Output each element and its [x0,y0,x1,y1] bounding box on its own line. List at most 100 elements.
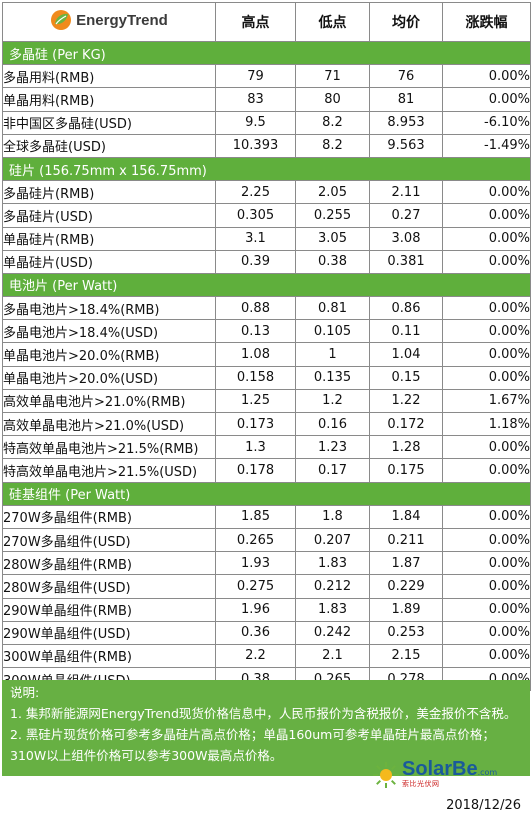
avg-price-cell: 1.87 [369,551,443,576]
change-percent-cell: 0.00% [442,504,531,529]
avg-price-cell: 76 [369,64,443,89]
table-row: 多晶电池片>18.4%(RMB) 0.88 0.81 0.86 0.00% [2,296,531,321]
price-table: EnergyTrend 高点 低点 均价 涨跌幅 多晶硅 (Per KG) 多晶用… [2,2,531,692]
avg-price-cell: 2.15 [369,643,443,669]
product-name-cell: 单晶用料(RMB) [2,87,216,112]
avg-price-cell: 2.11 [369,180,443,205]
low-price-cell: 0.16 [295,411,370,437]
low-price-cell: 1.83 [295,597,370,622]
table-row: 单晶硅片(USD) 0.39 0.38 0.381 0.00% [2,249,531,274]
avg-price-cell: 0.172 [369,411,443,437]
table-row: 多晶用料(RMB) 79 71 76 0.00% [2,64,531,89]
change-percent-cell: 0.00% [442,435,531,460]
high-price-cell: 3.1 [215,226,296,251]
avg-price-cell: 0.86 [369,296,443,321]
product-name-cell: 多晶硅片(RMB) [2,180,216,205]
avg-price-cell: 0.27 [369,203,443,228]
product-name-cell: 270W多晶组件(USD) [2,527,216,553]
table-row: 300W单晶组件(RMB) 2.2 2.1 2.15 0.00% [2,643,531,669]
notes-box: 说明: 1. 集邦新能源网EnergyTrend现货价格信息中，人民币报价为含税… [2,680,530,776]
low-price-cell: 2.05 [295,180,370,205]
table-row: 270W多晶组件(USD) 0.265 0.207 0.211 0.00% [2,527,531,553]
high-price-cell: 1.85 [215,504,296,529]
high-price-cell: 1.93 [215,551,296,576]
table-row: 特高效单晶电池片>21.5%(RMB) 1.3 1.23 1.28 0.00% [2,435,531,460]
product-name-cell: 280W多晶组件(USD) [2,574,216,599]
avg-price-cell: 1.22 [369,388,443,414]
avg-price-cell: 0.253 [369,620,443,645]
high-price-cell: 1.08 [215,342,296,367]
product-name-cell: 多晶电池片>18.4%(RMB) [2,296,216,321]
table-row: 多晶硅片(USD) 0.305 0.255 0.27 0.00% [2,203,531,228]
avg-price-cell: 0.381 [369,249,443,274]
solarbe-name: SolarBe [402,758,478,780]
change-percent-cell: 0.00% [442,458,531,483]
avg-price-cell: 0.11 [369,319,443,344]
column-header-change: 涨跌幅 [442,2,531,42]
product-name-cell: 多晶硅片(USD) [2,203,216,228]
change-percent-cell: 0.00% [442,64,531,89]
change-percent-cell: 0.00% [442,342,531,367]
table-row: 单晶用料(RMB) 83 80 81 0.00% [2,87,531,112]
product-name-cell: 单晶电池片>20.0%(USD) [2,365,216,390]
avg-price-cell: 1.04 [369,342,443,367]
section-header-row: 电池片 (Per Watt) [2,272,531,298]
table-body: 多晶硅 (Per KG) 多晶用料(RMB) 79 71 76 0.00% 单晶用料(RMB… [2,40,531,692]
low-price-cell: 0.105 [295,319,370,344]
high-price-cell: 0.36 [215,620,296,645]
avg-price-cell: 1.84 [369,504,443,529]
low-price-cell: 1.83 [295,551,370,576]
change-percent-cell: 0.00% [442,87,531,112]
solarbe-watermark: SolarBe.com 索比光伏网 [372,758,497,789]
table-row: 高效单晶电池片>21.0%(RMB) 1.25 1.2 1.22 1.67% [2,388,531,414]
change-percent-cell: 0.00% [442,226,531,251]
product-name-cell: 多晶用料(RMB) [2,64,216,89]
low-price-cell: 0.135 [295,365,370,390]
low-price-cell: 1.8 [295,504,370,529]
change-percent-cell: 0.00% [442,527,531,553]
notes-line-1: 1. 集邦新能源网EnergyTrend现货价格信息中，人民币报价为含税报价，美… [10,706,517,721]
avg-price-cell: 0.175 [369,458,443,483]
low-price-cell: 0.81 [295,296,370,321]
high-price-cell: 2.2 [215,643,296,669]
low-price-cell: 3.05 [295,226,370,251]
column-header-low: 低点 [295,2,370,42]
solarbe-tagline: 索比光伏网 [402,780,440,788]
product-name-cell: 单晶硅片(USD) [2,249,216,274]
low-price-cell: 2.1 [295,643,370,669]
product-name-cell: 特高效单晶电池片>21.5%(RMB) [2,435,216,460]
column-header-high: 高点 [215,2,296,42]
change-percent-cell: 0.00% [442,296,531,321]
table-header-row: EnergyTrend 高点 低点 均价 涨跌幅 [2,2,531,42]
table-row: 多晶电池片>18.4%(USD) 0.13 0.105 0.11 0.00% [2,319,531,344]
energytrend-logo: EnergyTrend [50,9,168,31]
high-price-cell: 9.5 [215,110,296,135]
section-header-row: 硅片 (156.75mm x 156.75mm) [2,156,531,182]
product-name-cell: 270W多晶组件(RMB) [2,504,216,529]
sun-logo-icon [373,761,399,788]
change-percent-cell: 0.00% [442,620,531,645]
high-price-cell: 0.158 [215,365,296,390]
change-percent-cell: 0.00% [442,365,531,390]
avg-price-cell: 81 [369,87,443,112]
high-price-cell: 79 [215,64,296,89]
high-price-cell: 1.25 [215,388,296,414]
section-title: 硅基组件 (Per Watt) [2,481,531,506]
table-row: 高效单晶电池片>21.0%(USD) 0.173 0.16 0.172 1.18% [2,411,531,437]
notes-line-2: 2. 黑硅片现货价格可参考多晶硅片高点价格；单晶160um可参考单晶硅片最高点价… [10,727,495,763]
avg-price-cell: 0.211 [369,527,443,553]
brand-name: EnergyTrend [76,11,168,29]
product-name-cell: 特高效单晶电池片>21.5%(USD) [2,458,216,483]
change-percent-cell: -6.10% [442,110,531,135]
leaf-logo-icon [51,10,72,30]
notes-heading: 说明: [10,685,40,700]
change-percent-cell: -1.49% [442,133,531,158]
product-name-cell: 单晶电池片>20.0%(RMB) [2,342,216,367]
high-price-cell: 1.3 [215,435,296,460]
change-percent-cell: 0.00% [442,643,531,669]
table-row: 290W单晶组件(RMB) 1.96 1.83 1.89 0.00% [2,597,531,622]
change-percent-cell: 0.00% [442,319,531,344]
low-price-cell: 0.242 [295,620,370,645]
table-row: 单晶电池片>20.0%(RMB) 1.08 1 1.04 0.00% [2,342,531,367]
